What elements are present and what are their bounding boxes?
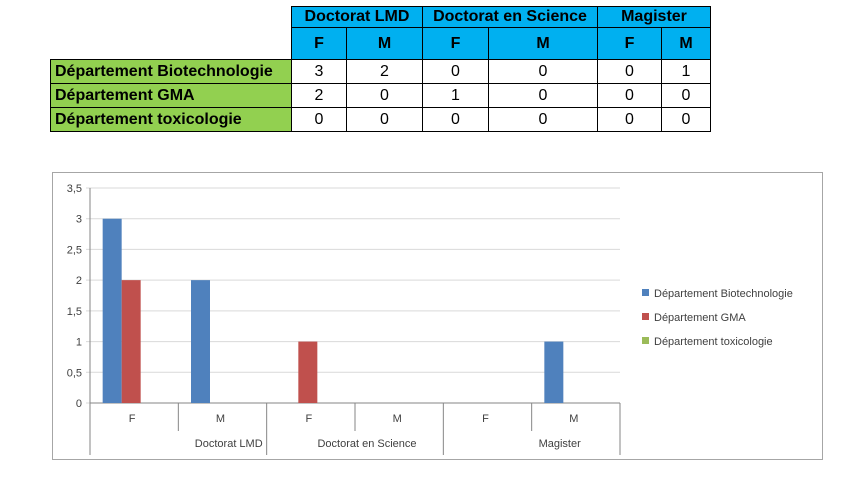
table-subheader-row: F M F M F M	[51, 27, 711, 60]
y-tick-label: 1,5	[67, 306, 82, 318]
y-tick-label: 2,5	[67, 244, 82, 256]
table-row: Département Biotechnologie 3 2 0 0 0 1	[50, 59, 711, 84]
row-label: Département toxicologie	[50, 107, 292, 132]
group-header-doctorat-lmd: Doctorat LMD	[291, 6, 423, 28]
table-cell: 0	[597, 107, 662, 132]
subheader-cell: F	[291, 27, 347, 60]
table-cell: 0	[422, 59, 489, 84]
table-cell: 0	[661, 83, 711, 108]
x-tick-label: F	[305, 413, 312, 425]
table-cell: 1	[661, 59, 711, 84]
table-cell: 2	[291, 83, 347, 108]
table-row: Département toxicologie 0 0 0 0 0 0	[50, 107, 711, 132]
y-tick-label: 2	[76, 275, 82, 287]
table-cell: 0	[346, 107, 423, 132]
subheader-cell: M	[346, 27, 423, 60]
y-tick-label: 1	[76, 337, 82, 349]
x-tick-label: F	[129, 413, 136, 425]
bar-chart: 0 0,5 1 1,5 2 2,5 3 3,5 F M F M F M Doctorat LMD Doctor…	[52, 172, 823, 460]
group-header-magister: Magister	[597, 6, 711, 28]
bar-chart-svg: 0 0,5 1 1,5 2 2,5 3 3,5 F M F M F M Doctorat LMD Doctor…	[67, 183, 793, 455]
table-corner-2	[51, 28, 292, 60]
legend-label: Département Biotechnologie	[654, 288, 793, 300]
bar	[544, 341, 564, 403]
legend-swatch	[642, 289, 649, 296]
x-tick-label: M	[569, 413, 578, 425]
y-tick-label: 0,5	[67, 367, 82, 379]
x-group-label: Magister	[539, 438, 582, 450]
legend-swatch	[642, 337, 649, 344]
legend-label: Département toxicologie	[654, 336, 773, 348]
subheader-cell: F	[597, 27, 662, 60]
row-label: Département GMA	[50, 83, 292, 108]
x-tick-label: F	[482, 413, 489, 425]
bar	[191, 280, 210, 403]
y-tick-label: 3,5	[67, 183, 82, 195]
table-cell: 0	[422, 107, 489, 132]
table-cell: 0	[488, 83, 598, 108]
table-cell: 0	[597, 59, 662, 84]
subheader-cell: M	[661, 27, 711, 60]
table-cell: 0	[488, 107, 598, 132]
table-cell: 0	[597, 83, 662, 108]
table-cell: 0	[661, 107, 711, 132]
table-cell: 2	[346, 59, 423, 84]
x-tick-label: M	[216, 413, 225, 425]
legend-swatch	[642, 313, 649, 320]
table-cell: 0	[291, 107, 347, 132]
y-tick-label: 0	[76, 398, 82, 410]
x-group-label: Doctorat en Science	[317, 438, 416, 450]
legend-label: Département GMA	[654, 312, 746, 324]
x-tick-label: M	[393, 413, 402, 425]
table-row: Département GMA 2 0 1 0 0 0	[50, 83, 711, 108]
data-table: Doctorat LMD Doctorat en Science Magiste…	[50, 6, 711, 132]
row-label: Département Biotechnologie	[50, 59, 292, 84]
table-corner	[51, 7, 292, 28]
y-tick-label: 3	[76, 214, 82, 226]
bar	[121, 280, 141, 403]
table-cell: 0	[488, 59, 598, 84]
bar	[298, 341, 318, 403]
subheader-cell: F	[422, 27, 489, 60]
table-cell: 0	[346, 83, 423, 108]
table-group-header-row: Doctorat LMD Doctorat en Science Magiste…	[51, 6, 711, 28]
subheader-cell: M	[488, 27, 598, 60]
bar	[102, 218, 122, 403]
table-cell: 1	[422, 83, 489, 108]
x-group-label: Doctorat LMD	[195, 438, 263, 450]
table-cell: 3	[291, 59, 347, 84]
group-header-doctorat-en-science: Doctorat en Science	[422, 6, 598, 28]
